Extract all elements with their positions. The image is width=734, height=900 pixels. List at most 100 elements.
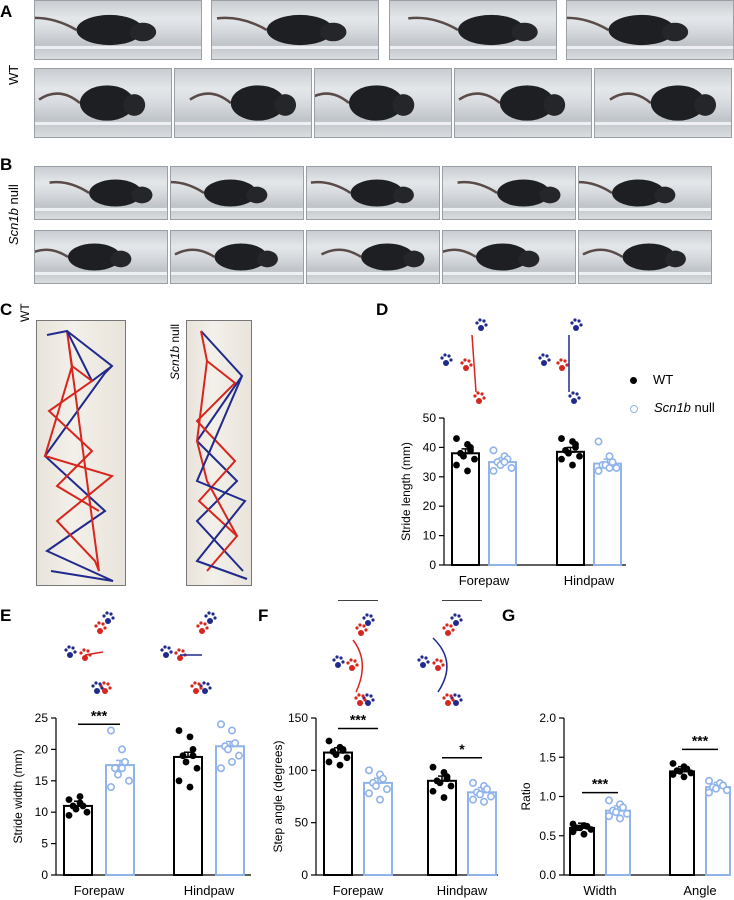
paw-e2-bb-toe bbox=[190, 684, 194, 688]
paw-e1-bottom-toe bbox=[106, 682, 110, 686]
frame-rail bbox=[175, 122, 311, 125]
paw-f1-bb-toe bbox=[357, 693, 361, 697]
x-tick-label: Forepaw bbox=[74, 883, 125, 898]
data-point-wt bbox=[186, 733, 194, 741]
paw-d2-top-toe bbox=[579, 323, 583, 327]
stride-line-fore bbox=[471, 334, 477, 393]
frame-rail bbox=[443, 208, 575, 211]
frame-a-bottom-4 bbox=[454, 68, 592, 138]
data-point-scn1b-null bbox=[705, 788, 714, 797]
paw-d1-mid-toe bbox=[463, 358, 467, 362]
paw-f2-red-toe bbox=[442, 626, 446, 630]
paw-e2-bb-pad bbox=[193, 688, 199, 694]
data-point-wt bbox=[565, 449, 572, 457]
data-point-scn1b-null bbox=[231, 739, 240, 748]
data-point-scn1b-null bbox=[594, 437, 603, 446]
data-point-wt bbox=[83, 808, 91, 816]
data-point-wt bbox=[325, 737, 333, 745]
frame-a-top-1 bbox=[34, 0, 202, 60]
paw-d2-mid-toe bbox=[559, 358, 563, 362]
row-label-gene: Scn1b bbox=[6, 208, 21, 245]
paw-f2-mid-toe bbox=[435, 658, 439, 662]
paw-f1-top-toe bbox=[369, 614, 373, 618]
paw-d2-bottom-pad bbox=[571, 398, 577, 404]
paw-e1-mid-toe bbox=[82, 648, 86, 652]
y-axis-label: Ratio bbox=[519, 782, 533, 810]
paw-d1-mid-toe bbox=[467, 359, 471, 363]
paw-e1-left-toe bbox=[64, 648, 68, 652]
paw-f2-red-toe bbox=[445, 623, 449, 627]
chart-stride-width: 0 5 10 15 20 25 Stride width (mm) Forepaw Hindpa… bbox=[11, 611, 251, 898]
paw-f1-mid-toe bbox=[355, 663, 359, 667]
frame-rail bbox=[567, 46, 733, 49]
data-point-wt bbox=[189, 752, 197, 760]
data-point-wt bbox=[332, 751, 340, 759]
x-tick-label: Forepaw bbox=[459, 573, 510, 588]
y-tick-label: 15 bbox=[35, 774, 49, 788]
data-point-scn1b-null bbox=[489, 466, 498, 475]
paw-e2-top-toe bbox=[207, 611, 211, 615]
paw-e2-mid-toe bbox=[181, 649, 185, 653]
panel-label-g: G bbox=[502, 606, 516, 625]
mouse-silhouette bbox=[567, 14, 689, 46]
paw-d2-bottom-toe bbox=[577, 396, 581, 400]
mouse-silhouette bbox=[310, 179, 414, 207]
panel-label-f: F bbox=[258, 606, 269, 625]
row-label-wt: WT bbox=[6, 65, 21, 85]
paw-d1-left-toe bbox=[440, 356, 444, 360]
data-point-wt bbox=[76, 793, 84, 800]
data-point-wt bbox=[186, 783, 194, 791]
frame-rail bbox=[595, 122, 731, 125]
paw-e1-top-toe bbox=[109, 612, 113, 616]
paw-f1-top-pad bbox=[365, 620, 371, 626]
legend-item-null: Scn1b null bbox=[630, 400, 715, 415]
data-point-wt bbox=[453, 461, 460, 469]
data-point-scn1b-null bbox=[487, 792, 496, 801]
frame-rail bbox=[35, 208, 167, 211]
paw-d2-top-toe bbox=[570, 321, 574, 325]
data-point-wt bbox=[339, 747, 347, 754]
y-tick-label: 150 bbox=[288, 711, 308, 725]
data-point-wt bbox=[576, 452, 583, 460]
paw-e2-bb-toe bbox=[197, 682, 201, 686]
c-wt-label-text: WT bbox=[18, 303, 32, 322]
x-tick-label: Hindpaw bbox=[564, 573, 615, 588]
x-tick-label: Hindpaw bbox=[184, 883, 235, 898]
mouse-silhouette bbox=[408, 14, 538, 46]
paw-d1-bottom-toe bbox=[480, 392, 484, 396]
paw-f1-red-pad bbox=[358, 630, 364, 636]
chart-stride-length: 0 10 20 30 40 50 Stride length (mm) Forepaw Hind… bbox=[399, 318, 626, 588]
frame-a-bottom-3 bbox=[314, 68, 452, 138]
chart-step-angle: 0 50 100 150 Step angle (degrees) Forepaw Hind… bbox=[271, 600, 498, 898]
paw-f1-bb-toe bbox=[361, 694, 365, 698]
data-point-scn1b-null bbox=[125, 776, 134, 785]
paw-f1-mid-toe bbox=[349, 658, 353, 662]
track-null-lines bbox=[195, 330, 248, 580]
frame-rail bbox=[35, 272, 167, 275]
paw-f2-bb-toe bbox=[449, 694, 453, 698]
data-point-wt bbox=[569, 461, 576, 469]
data-point-scn1b-null bbox=[605, 812, 614, 821]
paw-f1-top-toe bbox=[362, 616, 366, 620]
c-null-rest: null bbox=[168, 323, 182, 346]
paw-e1-bottom-toe bbox=[108, 686, 112, 690]
data-point-wt bbox=[669, 760, 677, 767]
y-tick-label: 1.5 bbox=[539, 750, 556, 764]
paw-d2-left-pad bbox=[541, 360, 547, 366]
paw-e1-top-toe bbox=[102, 614, 106, 618]
data-point-wt bbox=[65, 811, 73, 819]
y-tick-label: 0.0 bbox=[539, 868, 556, 882]
paw-f2-left-toe bbox=[417, 658, 421, 662]
data-point-wt bbox=[193, 764, 201, 772]
data-point-scn1b-null bbox=[107, 726, 116, 735]
row-label-null: null bbox=[6, 184, 21, 209]
data-point-wt bbox=[336, 761, 344, 769]
frame-rail bbox=[35, 46, 201, 49]
frame-a-top-2 bbox=[211, 0, 379, 60]
data-point-wt bbox=[558, 435, 565, 442]
width-line-fore bbox=[84, 651, 104, 656]
data-point-scn1b-null bbox=[500, 458, 509, 467]
data-point-wt bbox=[325, 758, 333, 766]
data-point-wt bbox=[467, 444, 474, 451]
paw-d2-top-toe bbox=[573, 318, 577, 322]
